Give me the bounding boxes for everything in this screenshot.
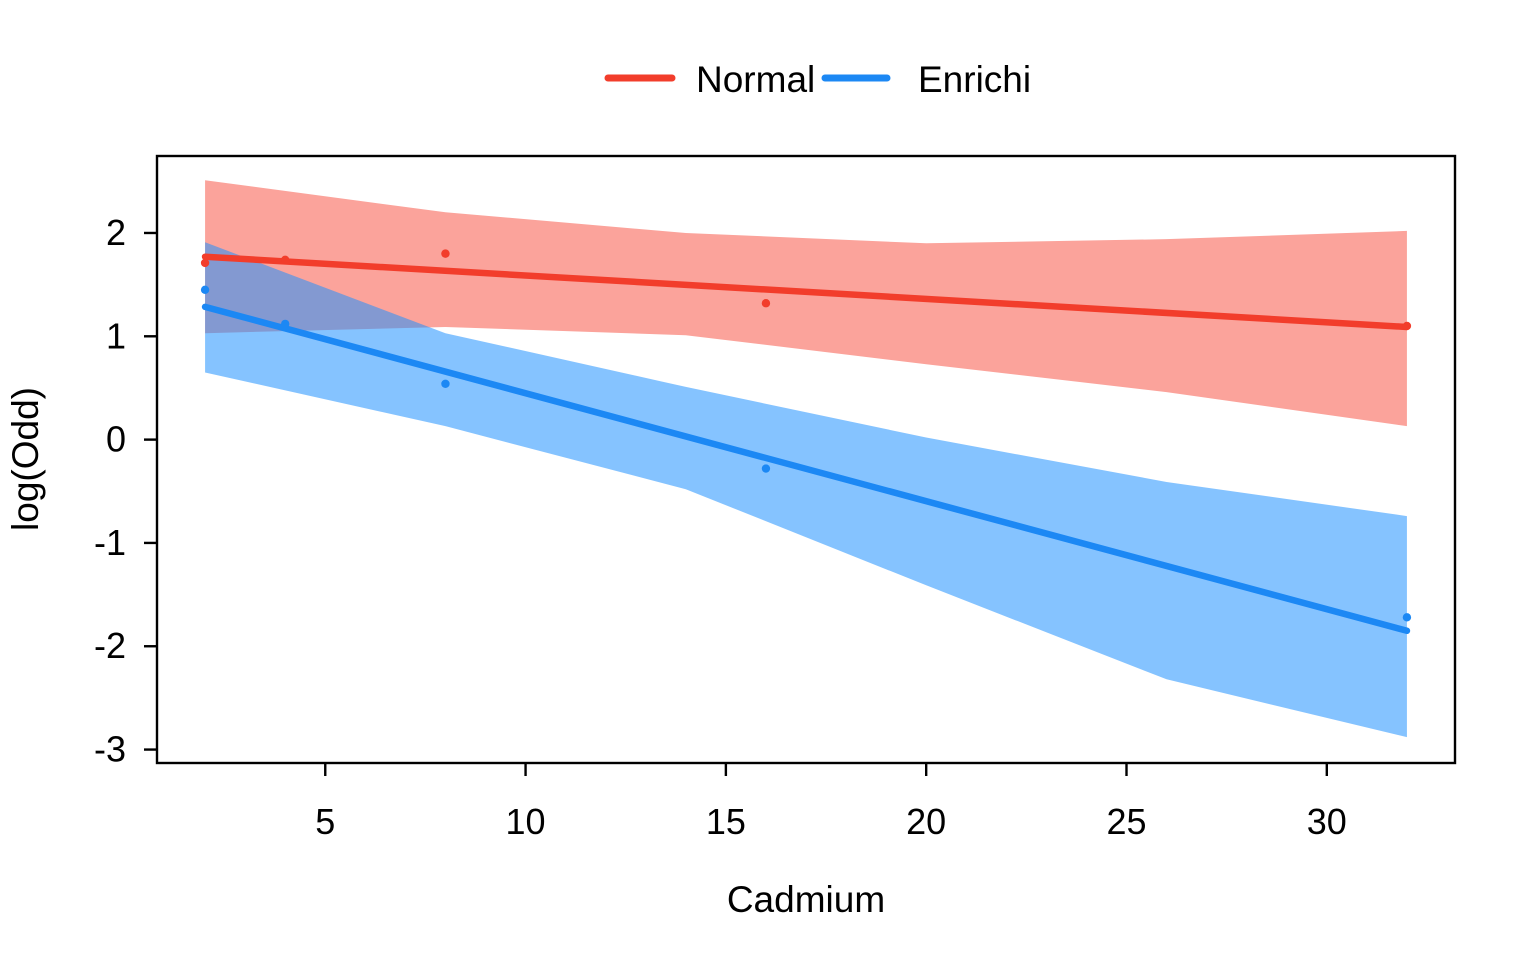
x-tick-label: 20	[906, 801, 946, 842]
y-tick-label: -3	[94, 729, 126, 770]
y-axis-title: log(Odd)	[5, 387, 46, 531]
x-tick-label: 5	[315, 801, 335, 842]
x-tick-label: 10	[506, 801, 546, 842]
enrichi-data-point	[441, 379, 450, 389]
enrichi-points	[200, 285, 1412, 622]
enrichi-confidence-band	[205, 242, 1407, 738]
normal-data-point	[441, 249, 450, 258]
x-tick-label: 15	[706, 801, 746, 842]
y-tick-label: 1	[106, 315, 126, 356]
normal-data-point	[1402, 321, 1412, 331]
y-tick-label: -2	[94, 625, 126, 666]
normal-data-point	[761, 299, 771, 308]
y-axis: -3 -2 -1 0 1 2	[94, 212, 157, 770]
x-axis: 5 10 15 20 25 30	[315, 763, 1347, 842]
legend-label-enrichi: Enrichi	[918, 59, 1031, 100]
normal-data-point	[280, 255, 290, 265]
y-tick-label: 2	[106, 212, 126, 253]
enrichi-data-point	[761, 464, 771, 473]
legend-label-normal: Normal	[696, 59, 815, 100]
x-tick-label: 25	[1106, 801, 1146, 842]
x-tick-label: 30	[1307, 801, 1347, 842]
normal-confidence-band	[205, 180, 1407, 427]
enrichi-data-point	[280, 319, 290, 329]
plot-area	[200, 180, 1412, 738]
enrichi-regression-line	[201, 303, 1411, 635]
plot-border	[155, 154, 1457, 765]
y-tick-label: 0	[106, 419, 126, 460]
enrichi-data-point	[200, 285, 210, 294]
normal-data-point	[200, 258, 210, 268]
enrichi-data-point	[1402, 613, 1412, 622]
x-axis-title: Cadmium	[727, 879, 885, 920]
y-tick-label: -1	[94, 522, 126, 563]
legend: Normal Enrichi	[604, 59, 1031, 100]
normal-points	[200, 249, 1412, 331]
normal-regression-line	[201, 253, 1411, 331]
